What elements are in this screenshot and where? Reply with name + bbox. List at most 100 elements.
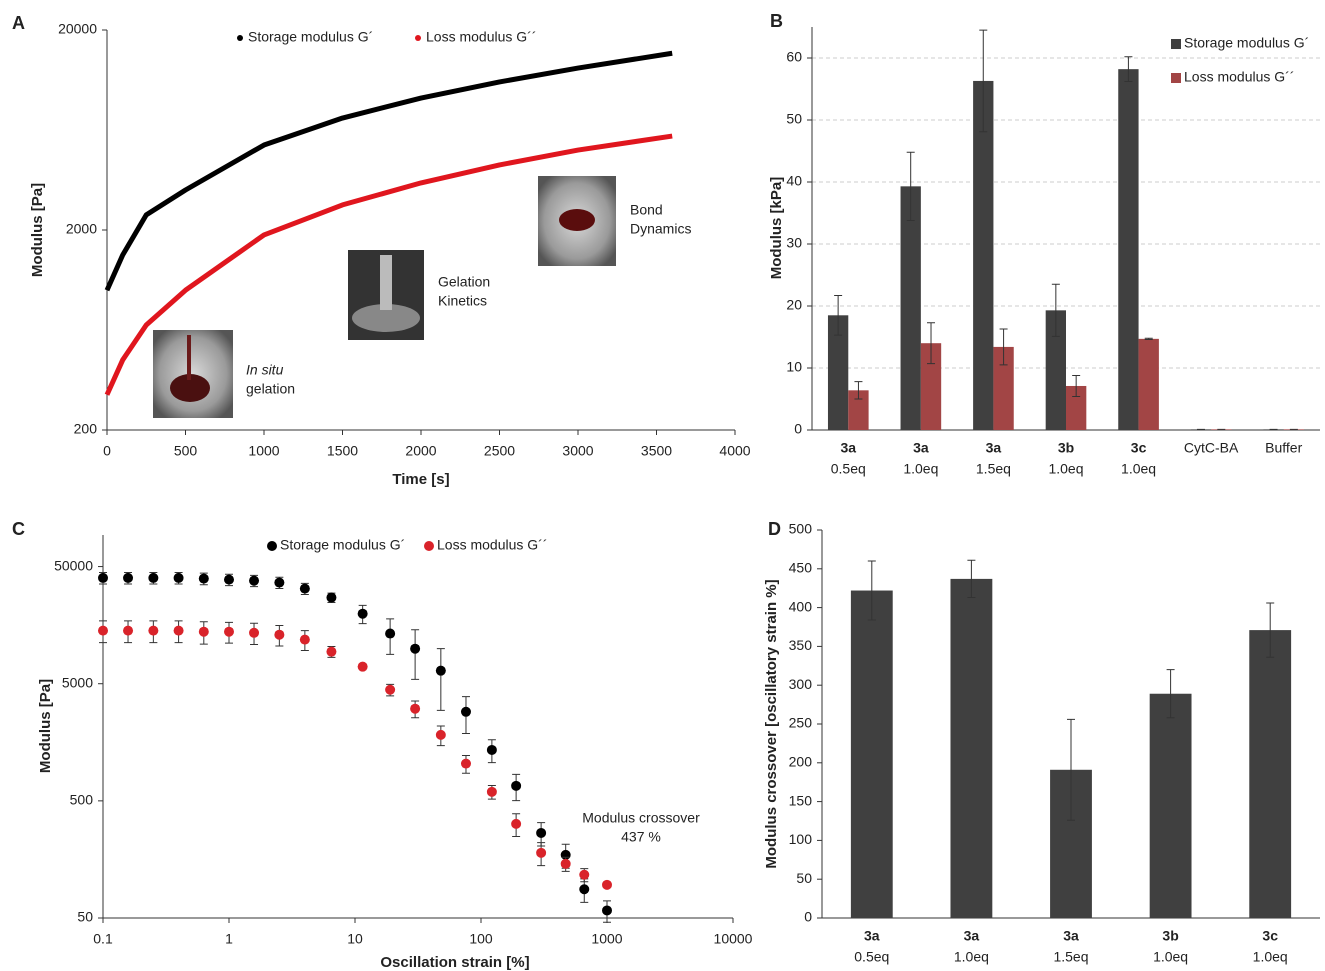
point xyxy=(98,625,108,636)
x-tick-sublabel: 0.5eq xyxy=(831,461,866,477)
legend-swatch xyxy=(1171,73,1181,83)
point xyxy=(385,684,396,695)
annotation: In situ xyxy=(246,362,284,378)
x-tick-label: 3b xyxy=(1162,928,1178,944)
legend-marker xyxy=(415,35,421,41)
error-bar xyxy=(906,151,915,221)
x-tick-label: 2500 xyxy=(484,443,515,459)
point xyxy=(274,577,285,588)
point xyxy=(326,646,337,657)
line xyxy=(104,50,673,292)
bar xyxy=(848,390,869,430)
y-tick-label: 300 xyxy=(789,676,813,692)
legend-swatch xyxy=(1171,39,1181,49)
point xyxy=(173,625,184,636)
y-tick-label: 60 xyxy=(786,49,802,65)
error-bar xyxy=(1072,374,1081,398)
point xyxy=(410,643,421,654)
x-tick-label: 2000 xyxy=(405,443,436,459)
x-tick-label: 1000 xyxy=(248,443,279,459)
bar xyxy=(900,186,921,430)
point xyxy=(123,572,134,583)
bar xyxy=(827,315,849,430)
point xyxy=(602,905,612,916)
x-tick-label: 0 xyxy=(103,443,111,459)
y-tick-label: 0 xyxy=(794,421,802,437)
error-bar xyxy=(1166,669,1175,719)
error-bar xyxy=(979,29,988,133)
point xyxy=(460,758,471,769)
error-bar xyxy=(411,629,420,680)
error-bar xyxy=(927,322,936,365)
bar xyxy=(1066,385,1087,430)
error-bar xyxy=(1051,283,1060,337)
x-tick-sublabel: 1.0eq xyxy=(1121,461,1156,477)
annotation: 437 % xyxy=(621,829,661,845)
point xyxy=(357,661,368,672)
error-bar xyxy=(1266,602,1275,658)
y-tick-label: 40 xyxy=(786,173,802,189)
x-tick-label: 3000 xyxy=(562,443,593,459)
bar xyxy=(850,590,893,918)
point xyxy=(98,572,108,583)
point xyxy=(486,744,497,755)
point xyxy=(148,572,159,583)
x-tick-label: CytC-BA xyxy=(1184,440,1239,456)
x-tick-label: 10 xyxy=(347,931,363,947)
point xyxy=(579,869,590,880)
legend-label: Loss modulus G´´ xyxy=(437,537,547,553)
x-tick-label: 3a xyxy=(913,440,929,456)
point xyxy=(536,827,547,838)
x-tick-label: Buffer xyxy=(1265,440,1302,456)
x-tick-sublabel: 0.5eq xyxy=(854,949,889,965)
point xyxy=(224,626,234,637)
y-tick-label: 200 xyxy=(74,421,98,437)
point xyxy=(460,706,471,717)
bar xyxy=(993,346,1014,430)
point xyxy=(148,625,159,636)
point xyxy=(511,818,522,829)
x-tick-label: 3a xyxy=(840,440,856,456)
error-bar xyxy=(834,294,843,336)
point xyxy=(579,884,590,895)
x-axis-label: Oscillation strain [%] xyxy=(380,954,529,971)
point xyxy=(385,628,396,639)
photo xyxy=(348,250,424,340)
photo xyxy=(538,176,616,266)
x-tick-label: 1000 xyxy=(591,931,622,947)
y-tick-label: 500 xyxy=(789,521,813,537)
legend-label: Loss modulus G´´ xyxy=(426,29,536,45)
legend-marker xyxy=(424,541,434,551)
y-tick-label: 250 xyxy=(789,715,813,731)
photo xyxy=(153,330,233,418)
y-tick-label: 50 xyxy=(786,111,802,127)
panel-label: B xyxy=(770,11,783,31)
y-tick-label: 50 xyxy=(796,870,812,886)
x-tick-label: 3a xyxy=(964,928,980,944)
y-tick-label: 50000 xyxy=(54,557,93,573)
error-bar xyxy=(1144,337,1153,340)
point xyxy=(123,625,134,636)
y-tick-label: 500 xyxy=(70,792,94,808)
x-tick-label: 3c xyxy=(1131,440,1147,456)
x-tick-label: 3b xyxy=(1058,440,1074,456)
y-tick-label: 200 xyxy=(789,754,813,770)
annotation: Dynamics xyxy=(630,221,691,237)
point xyxy=(249,627,260,638)
x-tick-sublabel: 1.0eq xyxy=(1048,461,1083,477)
point xyxy=(326,592,337,603)
y-axis-label: Modulus [Pa] xyxy=(29,183,46,277)
x-tick-sublabel: 1.0eq xyxy=(903,461,938,477)
bar xyxy=(920,343,942,430)
error-bar xyxy=(967,559,976,599)
point xyxy=(357,608,368,619)
point xyxy=(274,629,285,640)
annotation: Modulus crossover xyxy=(582,810,700,826)
x-tick-label: 0.1 xyxy=(93,931,113,947)
x-tick-label: 100 xyxy=(469,931,493,947)
point xyxy=(198,573,209,584)
point xyxy=(249,575,260,586)
line xyxy=(104,133,673,396)
annotation: Kinetics xyxy=(438,293,487,309)
x-tick-label: 3a xyxy=(1063,928,1079,944)
